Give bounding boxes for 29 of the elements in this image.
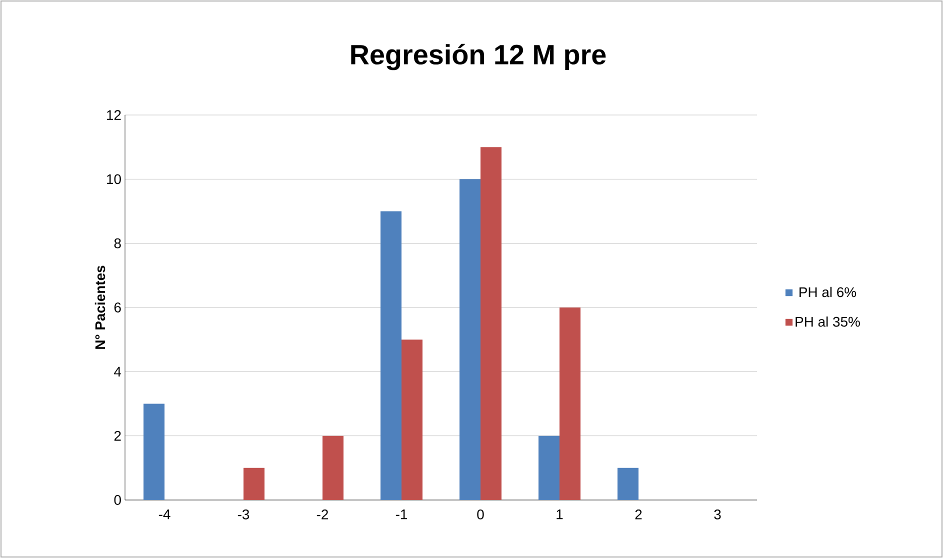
y-axis-title: N° Pacientes <box>94 266 106 349</box>
bar <box>402 340 423 500</box>
y-tick-label: 4 <box>114 366 122 376</box>
x-tick-label: 3 <box>714 510 721 520</box>
bar <box>144 404 165 500</box>
bar <box>322 436 344 500</box>
x-tick-label: -1 <box>396 510 408 520</box>
bar <box>460 179 481 500</box>
bar <box>380 211 402 500</box>
x-tick-label: -2 <box>316 510 328 520</box>
y-tick-label: 6 <box>114 302 121 312</box>
y-tick-label: 2 <box>114 430 121 441</box>
x-tick-label: -3 <box>238 510 250 520</box>
y-tick-label: 8 <box>114 238 121 248</box>
x-tick-label: -4 <box>158 510 170 520</box>
y-tick-label: 0 <box>114 495 121 505</box>
bar <box>538 436 560 500</box>
y-tick-label: 12 <box>107 110 121 120</box>
legend-label: PH al 6% <box>800 286 856 298</box>
x-tick-label: 0 <box>477 510 484 520</box>
chart-title: Regresión 12 M pre <box>351 44 606 70</box>
legend-label: PH al 35% <box>796 316 860 327</box>
bar <box>244 468 265 500</box>
x-tick-label: 1 <box>556 510 563 520</box>
bar <box>560 308 581 500</box>
x-tick-label: 2 <box>635 510 642 520</box>
bar <box>480 147 502 500</box>
bar <box>618 468 639 500</box>
y-tick-label: 10 <box>107 174 121 184</box>
